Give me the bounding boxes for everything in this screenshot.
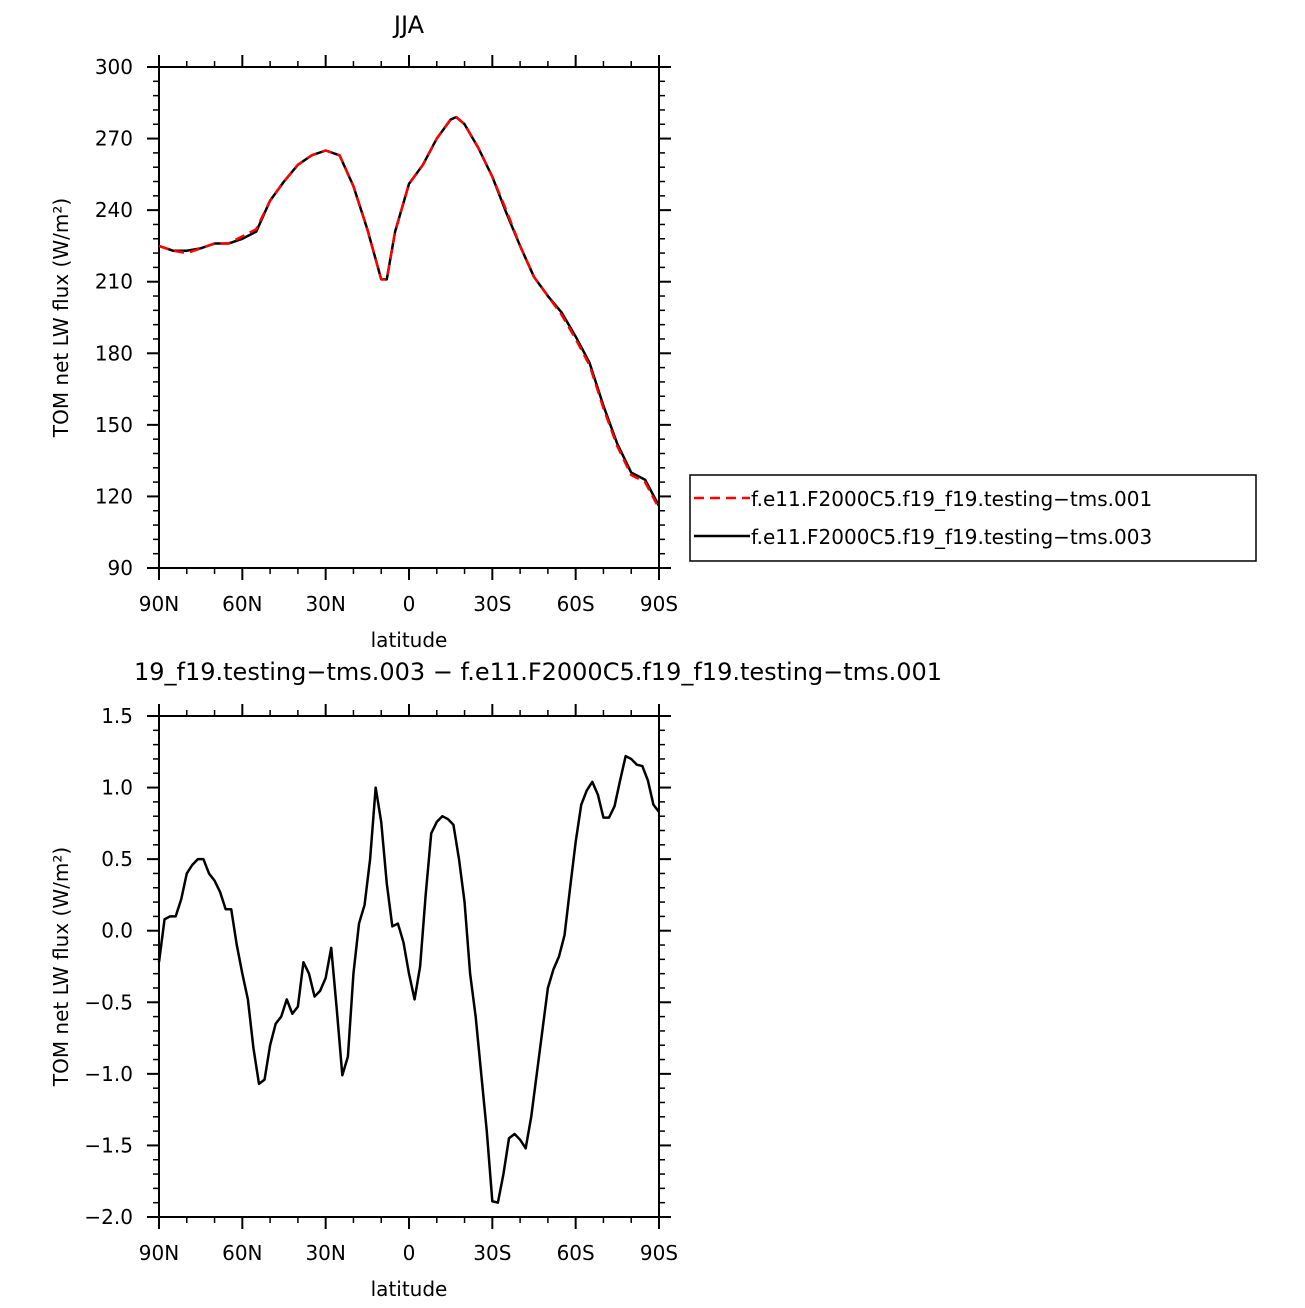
x-tick-label: 30N [305, 1241, 345, 1265]
y-tick-label: 0.0 [101, 919, 133, 943]
x-tick-label: 90S [640, 1241, 678, 1265]
x-tick-label: 90N [139, 1241, 179, 1265]
y-tick-label: 270 [95, 127, 133, 151]
y-tick-label: 120 [95, 484, 133, 508]
x-tick-label: 90N [139, 592, 179, 616]
legend-entry: f.e11.F2000C5.f19_f19.testing−tms.001 [751, 487, 1152, 511]
top-panel: JJA 90 120 150 180 210 240 270 300 90N 60N 30N 0 30S 6… [49, 11, 1257, 652]
y-tick-label: 300 [95, 55, 133, 79]
y-axis-label: TOM net LW flux (W/m²) [49, 198, 73, 438]
y-tick-label: 0.5 [101, 847, 133, 871]
x-tick-label: 90S [640, 592, 678, 616]
x-tick-label: 60N [222, 1241, 262, 1265]
bottom-panel: 19_f19.testing−tms.003 − f.e11.F2000C5.f… [49, 658, 942, 1301]
x-axis-label: latitude [371, 1277, 448, 1301]
y-tick-label: 240 [95, 198, 133, 222]
x-tick-label: 60S [557, 592, 595, 616]
x-tick-label: 60S [557, 1241, 595, 1265]
y-tick-label: 90 [108, 556, 133, 580]
x-axis-label: latitude [371, 628, 448, 652]
x-tick-label: 0 [403, 1241, 416, 1265]
y-tick-label: 1.5 [101, 704, 133, 728]
x-tick-label: 30S [473, 592, 511, 616]
y-axis-label: TOM net LW flux (W/m²) [49, 847, 73, 1087]
chart-title: JJA [392, 11, 425, 39]
y-tick-label: −1.5 [84, 1133, 133, 1157]
legend-entry: f.e11.F2000C5.f19_f19.testing−tms.003 [751, 525, 1152, 549]
plot-frame [158, 66, 660, 569]
y-tick-label: 210 [95, 270, 133, 294]
series-line [157, 754, 660, 1204]
chart-title: 19_f19.testing−tms.003 − f.e11.F2000C5.f… [134, 658, 942, 686]
x-tick-label: 30N [305, 592, 345, 616]
y-tick-label: −0.5 [84, 990, 133, 1014]
x-tick-label: 0 [403, 592, 416, 616]
legend-box [689, 474, 1257, 562]
x-tick-label: 60N [222, 592, 262, 616]
x-tick-label: 30S [473, 1241, 511, 1265]
y-tick-label: 180 [95, 341, 133, 365]
series-line [158, 115, 661, 507]
y-tick-label: 1.0 [101, 776, 133, 800]
y-tick-label: 150 [95, 413, 133, 437]
y-tick-label: −1.0 [84, 1062, 133, 1086]
y-tick-label: −2.0 [84, 1205, 133, 1229]
series-line [158, 115, 661, 509]
